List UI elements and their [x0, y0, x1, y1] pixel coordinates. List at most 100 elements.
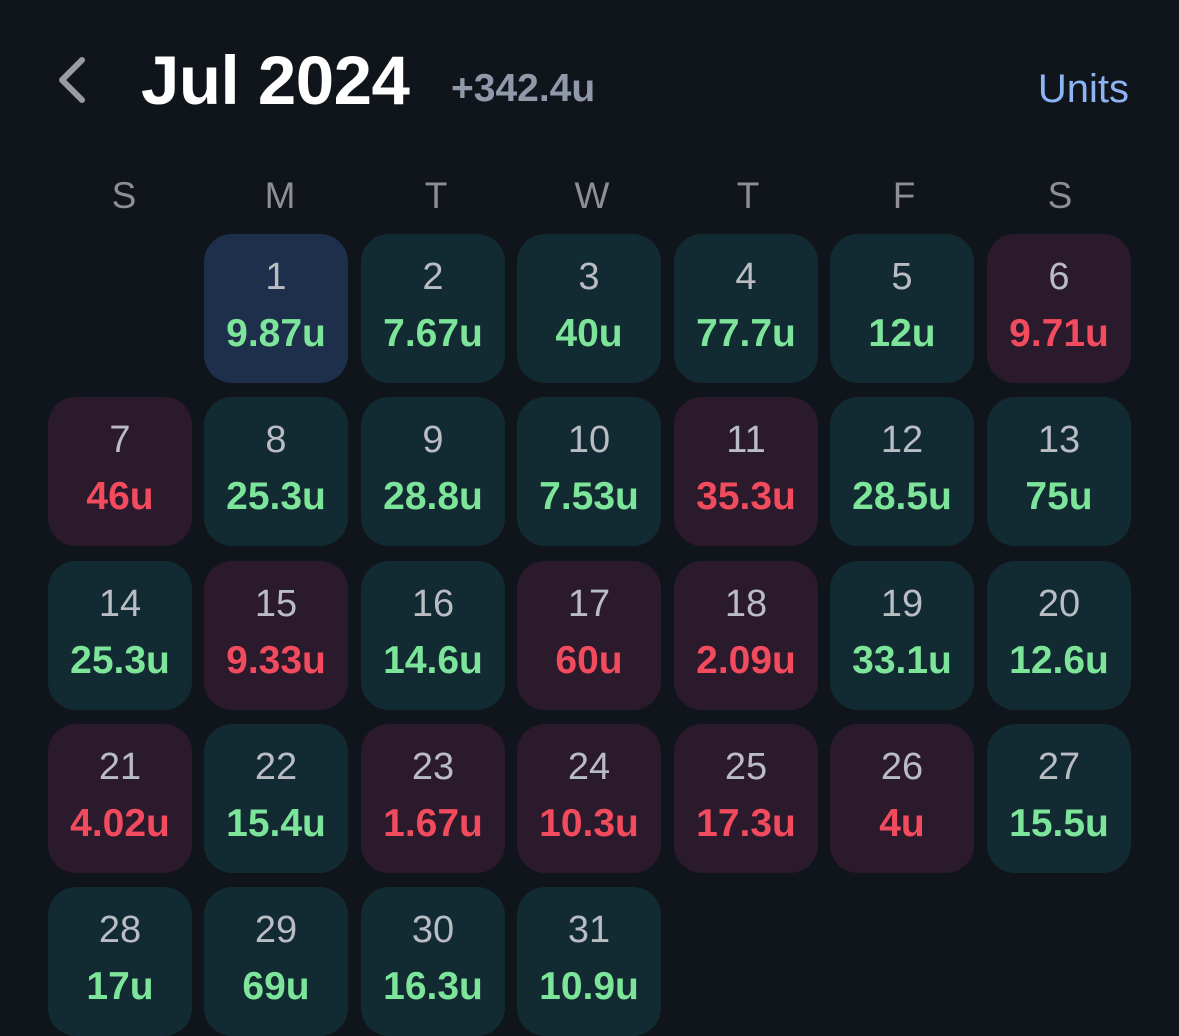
- day-value: 17u: [86, 965, 154, 1008]
- day-value: 2.09u: [696, 639, 796, 682]
- day-cell-25[interactable]: 25 17.3u: [674, 724, 818, 873]
- day-value: 15.5u: [1009, 802, 1109, 845]
- day-number: 9: [422, 419, 444, 461]
- day-number: 5: [891, 256, 913, 298]
- day-value: 16.3u: [383, 965, 483, 1008]
- day-value: 15.4u: [226, 802, 326, 845]
- day-value: 77.7u: [696, 312, 796, 355]
- day-number: 22: [254, 746, 298, 788]
- day-cell-3[interactable]: 3 40u: [517, 234, 661, 383]
- day-number: 16: [411, 583, 455, 625]
- day-cell-18[interactable]: 18 2.09u: [674, 561, 818, 710]
- day-value: 60u: [555, 639, 623, 682]
- weekday-label: F: [892, 175, 916, 216]
- day-cell-14[interactable]: 14 25.3u: [48, 561, 192, 710]
- day-number: 30: [411, 909, 455, 951]
- day-cell-29[interactable]: 29 69u: [204, 887, 348, 1036]
- day-cell-21[interactable]: 21 4.02u: [48, 724, 192, 873]
- day-value: 17.3u: [696, 802, 796, 845]
- day-number: 25: [724, 746, 768, 788]
- weekday-label: T: [424, 175, 448, 216]
- day-number: 15: [254, 583, 298, 625]
- day-cell-30[interactable]: 30 16.3u: [361, 887, 505, 1036]
- day-cell-9[interactable]: 9 28.8u: [361, 397, 505, 546]
- calendar-header: Jul 2024 +342.4u Units: [0, 0, 1179, 150]
- day-number: 7: [109, 419, 131, 461]
- day-value: 12.6u: [1009, 639, 1109, 682]
- day-value: 10.3u: [539, 802, 639, 845]
- day-number: 6: [1048, 256, 1070, 298]
- day-cell-20[interactable]: 20 12.6u: [987, 561, 1131, 710]
- day-cell-22[interactable]: 22 15.4u: [204, 724, 348, 873]
- day-cell-11[interactable]: 11 35.3u: [674, 397, 818, 546]
- day-number: 18: [724, 583, 768, 625]
- day-cell-28[interactable]: 28 17u: [48, 887, 192, 1036]
- day-cell-16[interactable]: 16 14.6u: [361, 561, 505, 710]
- day-value: 9.87u: [226, 312, 326, 355]
- day-value: 10.9u: [539, 965, 639, 1008]
- day-value: 12u: [868, 312, 936, 355]
- weekday-label: S: [1047, 175, 1073, 216]
- day-number: 2: [422, 256, 444, 298]
- day-number: 13: [1037, 419, 1081, 461]
- weekday-label: S: [111, 175, 137, 216]
- chevron-left-icon: [59, 57, 85, 103]
- day-value: 33.1u: [852, 639, 952, 682]
- weekday-label: M: [264, 175, 296, 216]
- day-cell-7[interactable]: 7 46u: [48, 397, 192, 546]
- day-value: 7.53u: [539, 475, 639, 518]
- day-value: 40u: [555, 312, 623, 355]
- day-value: 46u: [86, 475, 154, 518]
- day-value: 75u: [1025, 475, 1093, 518]
- day-cell-24[interactable]: 24 10.3u: [517, 724, 661, 873]
- day-cell-26[interactable]: 26 4u: [830, 724, 974, 873]
- day-cell-17[interactable]: 17 60u: [517, 561, 661, 710]
- day-cell-13[interactable]: 13 75u: [987, 397, 1131, 546]
- day-number: 4: [735, 256, 757, 298]
- day-cell-27[interactable]: 27 15.5u: [987, 724, 1131, 873]
- day-value: 7.67u: [383, 312, 483, 355]
- day-value: 69u: [242, 965, 310, 1008]
- day-number: 1: [265, 256, 287, 298]
- day-number: 21: [98, 746, 142, 788]
- weekday-header-row: S M T W T F S: [46, 172, 1134, 220]
- day-cell-2[interactable]: 2 7.67u: [361, 234, 505, 383]
- page-title: Jul 2024: [141, 42, 410, 119]
- month-total-badge: +342.4u: [451, 67, 596, 110]
- weekday-label: T: [736, 175, 760, 216]
- back-button[interactable]: [50, 54, 94, 106]
- day-number: 19: [880, 583, 924, 625]
- day-number: 11: [726, 419, 766, 461]
- day-number: 24: [567, 746, 611, 788]
- day-number: 10: [567, 419, 611, 461]
- day-value: 28.8u: [383, 475, 483, 518]
- day-value: 35.3u: [696, 475, 796, 518]
- day-cell-19[interactable]: 19 33.1u: [830, 561, 974, 710]
- day-value: 4u: [879, 802, 925, 845]
- day-cell-23[interactable]: 23 1.67u: [361, 724, 505, 873]
- day-cell-6[interactable]: 6 9.71u: [987, 234, 1131, 383]
- day-cell-31[interactable]: 31 10.9u: [517, 887, 661, 1036]
- day-value: 9.71u: [1009, 312, 1109, 355]
- day-number: 23: [411, 746, 455, 788]
- day-value: 25.3u: [226, 475, 326, 518]
- day-cell-8[interactable]: 8 25.3u: [204, 397, 348, 546]
- units-button[interactable]: Units: [1037, 67, 1129, 111]
- day-cell-15[interactable]: 15 9.33u: [204, 561, 348, 710]
- day-number: 17: [567, 583, 611, 625]
- day-cell-1[interactable]: 1 9.87u: [204, 234, 348, 383]
- day-cell-5[interactable]: 5 12u: [830, 234, 974, 383]
- day-value: 14.6u: [383, 639, 483, 682]
- day-value: 28.5u: [852, 475, 952, 518]
- day-number: 8: [265, 419, 287, 461]
- day-cell-10[interactable]: 10 7.53u: [517, 397, 661, 546]
- day-number: 3: [578, 256, 600, 298]
- day-number: 20: [1037, 583, 1081, 625]
- day-value: 1.67u: [383, 802, 483, 845]
- day-cell-4[interactable]: 4 77.7u: [674, 234, 818, 383]
- day-cell-12[interactable]: 12 28.5u: [830, 397, 974, 546]
- day-number: 28: [98, 909, 142, 951]
- day-value: 25.3u: [70, 639, 170, 682]
- day-number: 31: [567, 909, 611, 951]
